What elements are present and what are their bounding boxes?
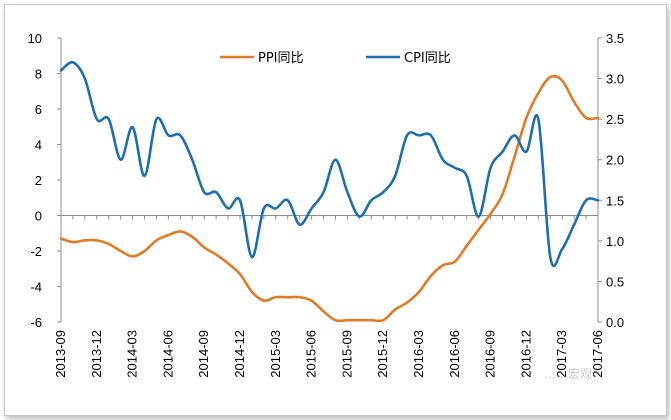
- x-tick-label: 2015-03: [268, 330, 283, 378]
- chart-frame: [4, 4, 667, 416]
- x-tick-label: 2014-12: [232, 330, 247, 378]
- y-right-tick-label: 0.5: [606, 274, 624, 289]
- x-tick-label: 2016-09: [483, 330, 498, 378]
- y-left-tick-label: 6: [35, 102, 42, 117]
- x-tick-label: 2014-03: [125, 330, 140, 378]
- y-right-tick-label: 1.0: [606, 234, 624, 249]
- legend-label-ppi: PPI同比: [258, 51, 304, 66]
- x-tick-label: 2014-09: [196, 330, 211, 378]
- y-left-tick-label: 10: [28, 31, 42, 46]
- y-right-tick-label: 2.5: [606, 112, 624, 127]
- x-tick-label: 2017-03: [554, 330, 569, 378]
- y-left-tick-label: 2: [35, 173, 42, 188]
- y-right-tick-label: 3.5: [606, 31, 624, 46]
- x-tick-label: 2016-12: [518, 330, 533, 378]
- y-right-tick-label: 1.5: [606, 193, 624, 208]
- watermark: ……宏观: [544, 366, 592, 381]
- legend-label-cpi: CPI同比: [404, 51, 451, 66]
- x-tick-label: 2017-06: [590, 330, 605, 378]
- y-right-tick-label: 3.0: [606, 72, 624, 87]
- y-left-tick-label: -6: [30, 315, 42, 330]
- cpi-series-line: [59, 60, 600, 268]
- x-tick-label: 2015-06: [304, 330, 319, 378]
- x-tick-label: 2014-06: [160, 330, 175, 378]
- y-left-tick-label: 4: [35, 138, 42, 153]
- y-left-tick-label: 0: [35, 209, 42, 224]
- x-tick-label: 2016-06: [447, 330, 462, 378]
- x-tick-label: 2016-03: [411, 330, 426, 378]
- x-tick-label: 2015-12: [375, 330, 390, 378]
- y-right-tick-label: 0.0: [606, 315, 624, 330]
- x-tick-label: 2015-09: [339, 330, 354, 378]
- ppi-series-line: [59, 74, 600, 323]
- y-left-tick-label: 8: [35, 67, 42, 82]
- x-tick-label: 2013-12: [89, 330, 104, 378]
- x-tick-label: 2013-09: [53, 330, 68, 378]
- y-left-tick-label: -4: [30, 280, 42, 295]
- y-right-tick-label: 2.0: [606, 153, 624, 168]
- y-left-tick-label: -2: [30, 244, 42, 259]
